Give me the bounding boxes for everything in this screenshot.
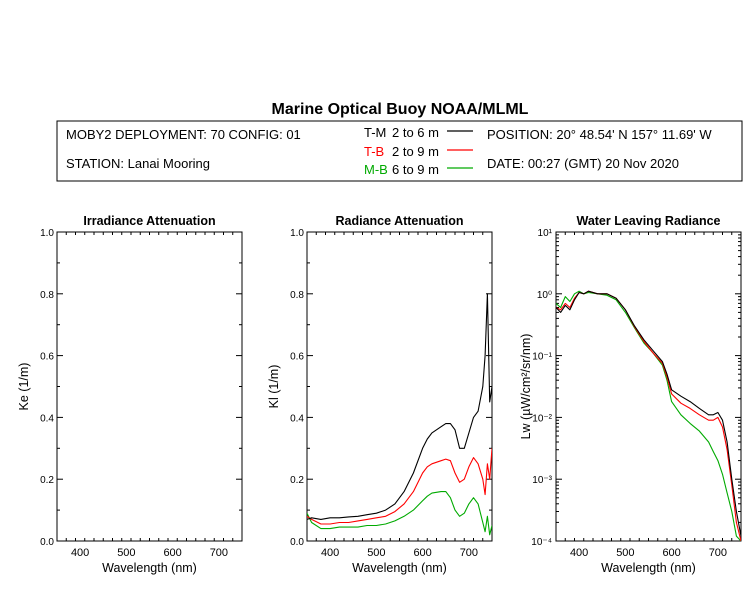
x-tick-label: 700 (709, 547, 727, 559)
chart-panel-1: Irradiance Attenuation 400 500 600 700 0.0 0.2… (17, 214, 243, 575)
legend-range-tm: 2 to 6 m (392, 125, 439, 140)
y-tick-label: 0.8 (290, 290, 304, 301)
plot-frame (56, 231, 243, 542)
y-tick-label: 0.0 (290, 537, 304, 548)
x-tick-label: 700 (460, 547, 478, 559)
y-tick-label: 0.4 (40, 413, 54, 424)
y-tick-label: 0.8 (40, 290, 54, 301)
y-axis-label: Ke (1/m) (17, 363, 31, 411)
station-text: STATION: Lanai Mooring (66, 156, 210, 171)
y-tick-label: 0.6 (40, 352, 54, 363)
legend-code-tm: T-M (364, 125, 386, 140)
chart-panel-3: Water Leaving Radiance 400 500 600 700 10⁻⁴ 10… (519, 214, 742, 575)
x-tick-label: 500 (616, 547, 634, 559)
legend-code-tb: T-B (364, 144, 384, 159)
x-tick-label: 600 (662, 547, 680, 559)
chart-title: Radiance Attenuation (335, 214, 463, 228)
series-group (556, 290, 741, 541)
plot-frame (306, 231, 493, 542)
chart-panel-2: Radiance Attenuation 400 500 600 700 0.0 0.2 0.… (267, 214, 493, 575)
y-tick-label: 0.6 (290, 352, 304, 363)
x-tick-label: 500 (367, 547, 385, 559)
series-line-t-b (556, 290, 741, 541)
x-tick-label: 400 (321, 547, 339, 559)
plot-frame (555, 231, 742, 542)
y-tick-label: 0.2 (40, 475, 54, 486)
position-text: POSITION: 20° 48.54' N 157° 11.69' W (487, 127, 712, 142)
legend-range-tb: 2 to 9 m (392, 144, 439, 159)
y-tick-label: 10⁻¹ (532, 352, 552, 363)
series-line-m-b (556, 290, 741, 541)
legend-range-mb: 6 to 9 m (392, 162, 439, 177)
y-tick-label: 0.2 (290, 475, 304, 486)
deployment-text: MOBY2 DEPLOYMENT: 70 CONFIG: 01 (66, 127, 301, 142)
legend: T-M 2 to 6 m T-B 2 to 9 m M-B 6 to 9 m (364, 125, 473, 177)
info-box (56, 120, 743, 182)
x-tick-label: 600 (163, 547, 181, 559)
y-tick-label: 1.0 (40, 228, 54, 239)
y-axis-label: Kl (1/m) (267, 365, 281, 409)
x-tick-label: 400 (71, 547, 89, 559)
y-tick-label: 10⁰ (537, 290, 552, 301)
chart-title: Water Leaving Radiance (576, 214, 720, 228)
legend-code-mb: M-B (364, 162, 388, 177)
x-tick-label: 700 (210, 547, 228, 559)
y-tick-label: 10⁻² (532, 413, 552, 424)
x-axis-label: Wavelength (nm) (352, 561, 447, 575)
series-line-m-b (307, 491, 492, 536)
series-line-t-m (556, 290, 741, 537)
y-tick-label: 10⁻⁴ (531, 537, 552, 548)
x-tick-label: 400 (570, 547, 588, 559)
y-tick-label: 10⁻³ (532, 475, 552, 486)
x-axis-label: Wavelength (nm) (102, 561, 197, 575)
series-group (307, 293, 492, 536)
y-tick-label: 1.0 (290, 228, 304, 239)
x-tick-label: 600 (413, 547, 431, 559)
chart-title: Irradiance Attenuation (83, 214, 215, 228)
x-axis-label: Wavelength (nm) (601, 561, 696, 575)
figure-title: Marine Optical Buoy NOAA/MLML (272, 101, 529, 118)
y-axis-label: Lw (µW/cm²/sr/nm) (519, 334, 533, 440)
y-tick-label: 0.0 (40, 537, 54, 548)
x-tick-label: 500 (117, 547, 135, 559)
date-text: DATE: 00:27 (GMT) 20 Nov 2020 (487, 156, 679, 171)
series-line-t-m (307, 293, 492, 520)
y-tick-label: 0.4 (290, 413, 304, 424)
series-line-t-b (307, 448, 492, 525)
y-tick-label: 10¹ (538, 228, 553, 239)
